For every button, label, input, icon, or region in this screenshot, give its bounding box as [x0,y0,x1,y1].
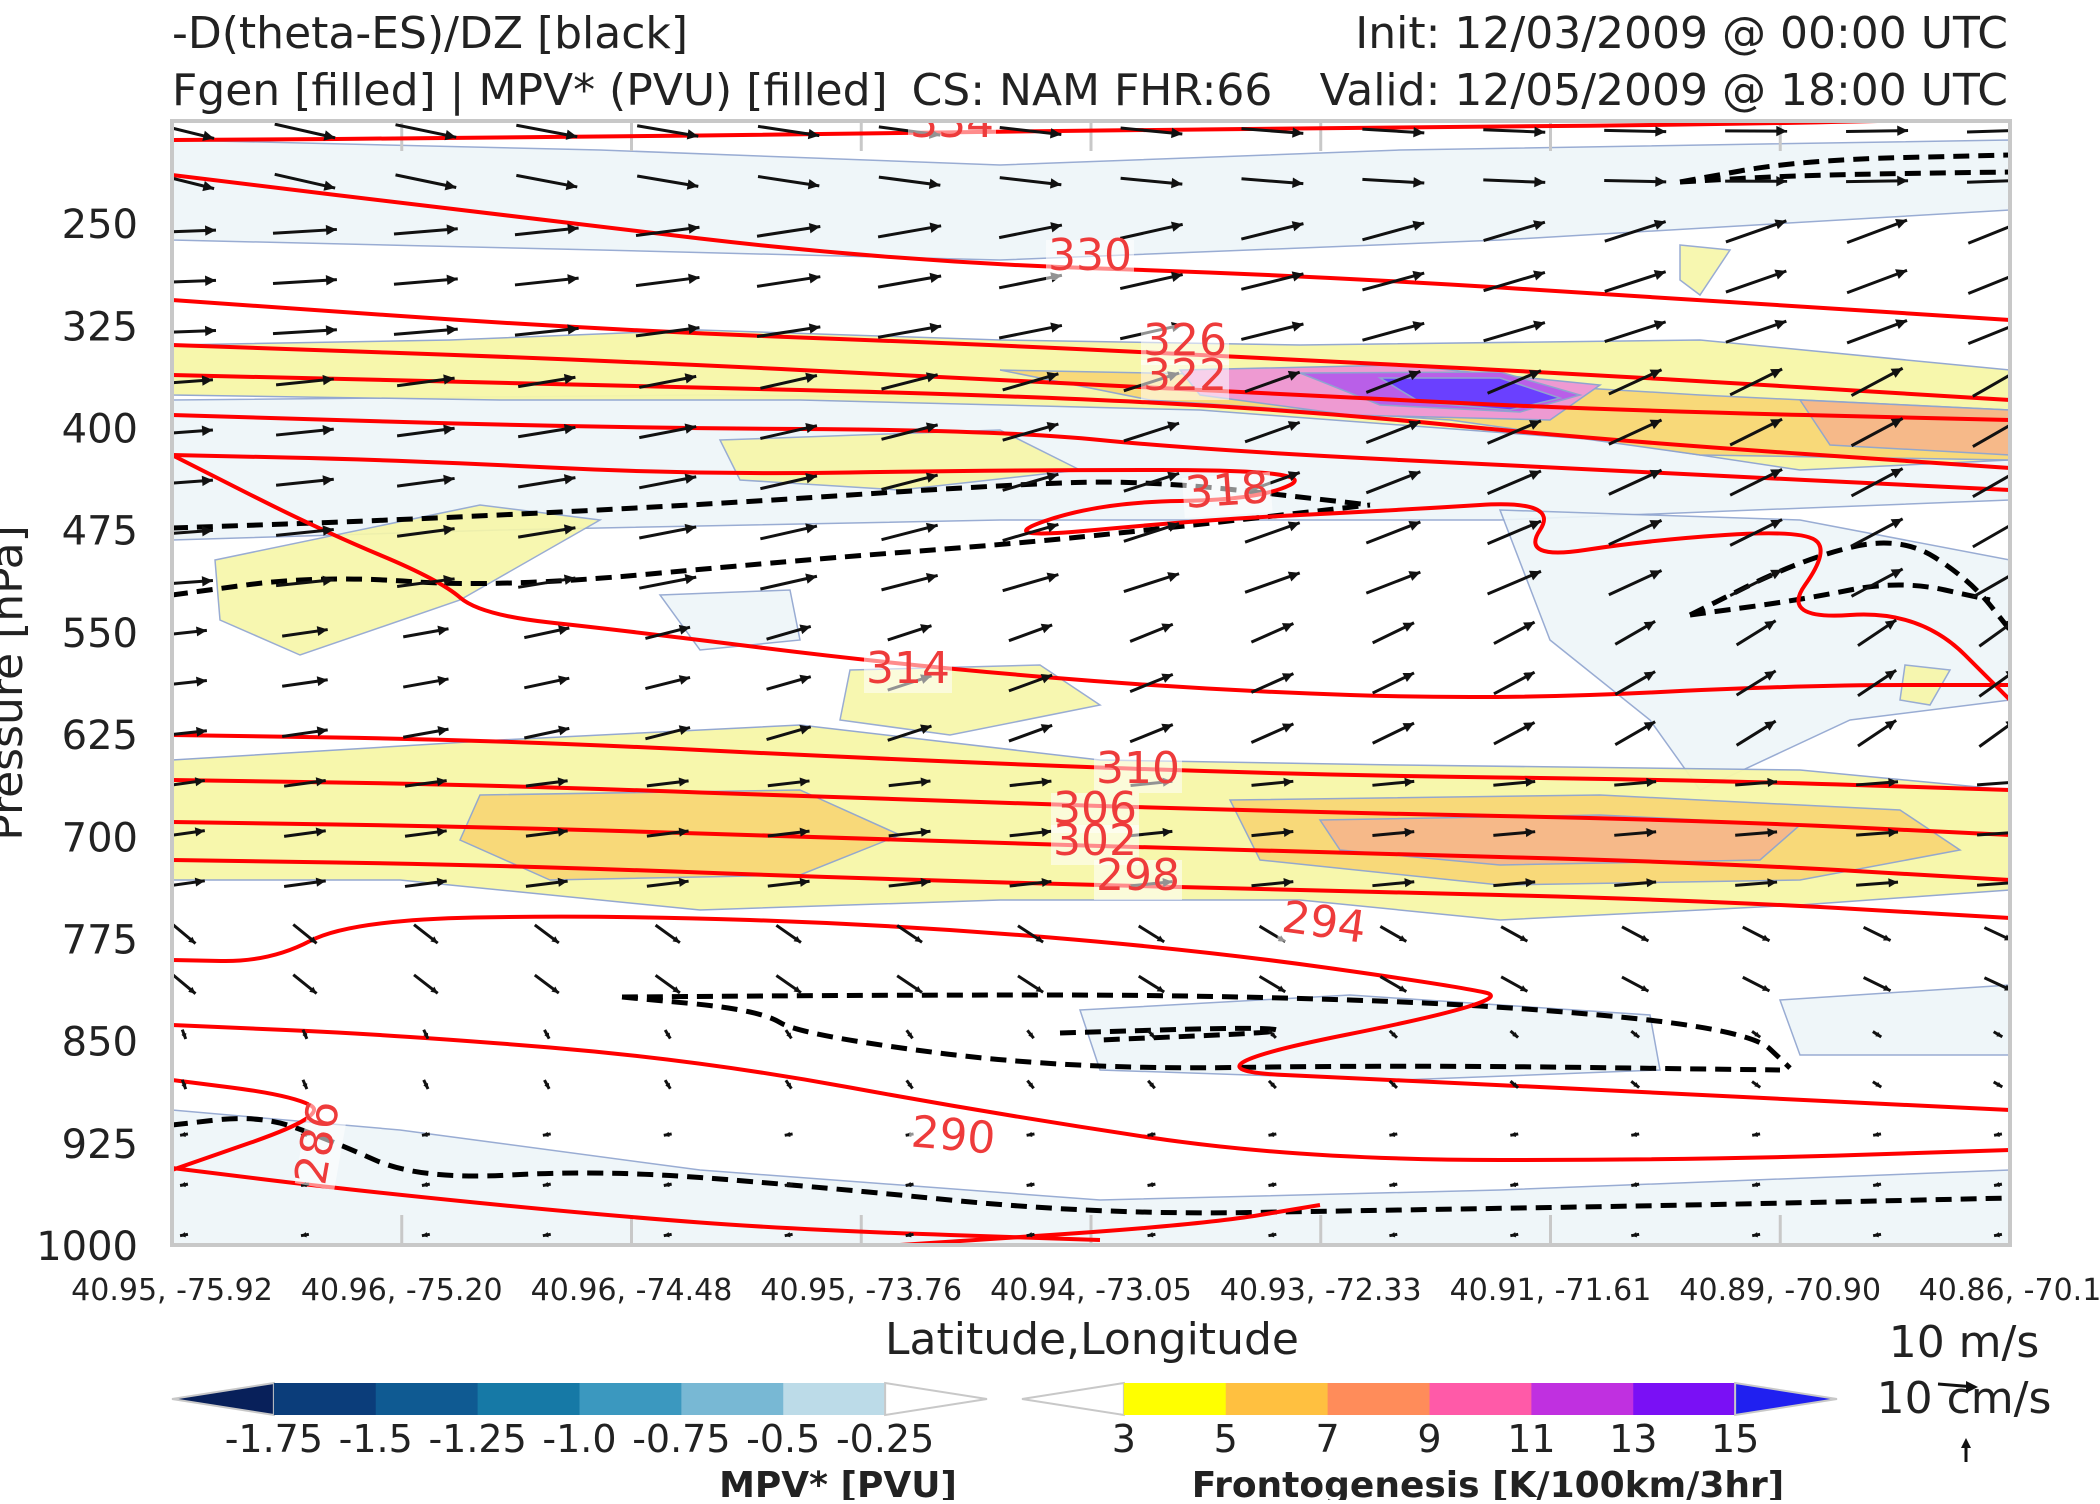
colorbar-tick-label: 5 [1214,1417,1238,1461]
wind-arrow-head [2016,319,2028,329]
fgen-colorbar-label: Frontogenesis [K/100km/3hr] [1192,1465,1784,1500]
colorbar-tick-label: -1.75 [225,1417,323,1461]
x-tick-label: 40.86, -70.1 [1919,1273,2100,1308]
x-tick-label: 40.95, -73.76 [760,1273,962,1308]
y-tick-label: 775 [62,917,138,963]
mpv-colorbar: -1.75 -1.5 -1.25 -1.0 -0.75 -0.5 -0.25 [172,1383,987,1461]
isentrope-label-text: 290 [909,1106,997,1164]
wind-arrow-head [2011,568,2023,578]
x-axis-label: Latitude,Longitude [885,1314,1299,1365]
wind-arrow-head [2018,175,2029,185]
y-tick-label: 325 [62,304,138,350]
header-right-line2: Valid: 12/05/2009 @ 18:00 UTC [1320,65,2008,116]
isentrope-label: 290 [907,1106,999,1164]
x-tick-label: 40.89, -70.90 [1679,1273,1881,1308]
wind-arrow-head [2011,468,2023,478]
isentrope-label-text: 298 [1096,850,1180,901]
y-tick-label: 925 [62,1122,138,1168]
colorbar-tick-label: -0.5 [746,1417,820,1461]
y-tick-label: 700 [62,815,138,861]
colorbar-tick-label: 13 [1609,1417,1657,1461]
isentrope-label-text: 318 [1183,462,1270,519]
fgen-colorbar: 3 5 7 9 11 13 15 [1022,1383,1837,1461]
y-tick-label: 1000 [36,1224,138,1270]
colorbar-cell [1430,1383,1532,1415]
colorbar-cell [376,1383,478,1415]
wind-reference-arrow-head-v [1961,1438,1971,1448]
isentrope-label: 318 [1181,462,1272,519]
wind-reference-line2: 10 cm/s [1877,1373,2052,1424]
wind-arrow-shaft [1967,130,2029,132]
x-axis: 40.95, -75.92 40.96, -75.20 40.96, -74.48 4… [71,1273,2100,1308]
colorbar-cell [1226,1383,1328,1415]
x-tick-label: 40.94, -73.05 [990,1273,1192,1308]
isentrope-label-text: 330 [1048,230,1132,281]
header-left-line1: -D(theta-ES)/DZ [black] [172,8,688,59]
colorbar-tick-label: -0.25 [836,1417,934,1461]
colorbar-tick-label: -1.25 [428,1417,526,1461]
wind-arrow-head [2011,367,2023,377]
wind-reference-line1: 10 m/s [1889,1317,2040,1368]
colorbar-cell [274,1383,376,1415]
wind-arrow-head [2018,125,2029,135]
colorbar-cell [1124,1383,1226,1415]
y-tick-label: 250 [62,202,138,248]
colorbar-tick-label: -1.5 [339,1417,413,1461]
y-tick-label: 550 [62,611,138,657]
wind-arrow-shaft [1967,180,2029,182]
colorbar-cell [1531,1383,1633,1415]
x-tick-label: 40.95, -75.92 [71,1273,273,1308]
isentrope-label-text: 314 [866,643,950,694]
header-center-line2: CS: NAM FHR:66 [912,65,1273,116]
header-right-line1: Init: 12/03/2009 @ 00:00 UTC [1355,8,2008,59]
colorbar-cell [681,1383,783,1415]
x-tick-label: 40.96, -75.20 [301,1273,503,1308]
x-tick-label: 40.93, -72.33 [1220,1273,1422,1308]
y-axis: 250 325 400 475 550 625 700 775 850 925 1000 [36,202,138,1270]
colorbar-cell [783,1383,885,1415]
isentrope-label-text: 322 [1143,350,1227,401]
colorbar-tick-label: 15 [1711,1417,1759,1461]
wind-arrow-head [2016,269,2028,279]
mpv-colorbar-label: MPV* [PVU] [719,1465,957,1500]
colorbar-cell [478,1383,580,1415]
colorbar-cell [1328,1383,1430,1415]
colorbar-cell [1022,1383,1124,1415]
y-tick-label: 400 [62,407,138,453]
colorbar-cell [1735,1383,1837,1415]
header-left-line2: Fgen [filled] | MPV* (PVU) [filled] [172,65,888,116]
x-tick-label: 40.91, -71.61 [1450,1273,1652,1308]
colorbar-cell [172,1383,274,1415]
wind-arrow-head [2011,518,2023,528]
wind-arrow-head [2011,418,2023,428]
colorbar-tick-label: 11 [1507,1417,1555,1461]
colorbar-tick-label: -1.0 [542,1417,616,1461]
y-axis-label: Pressure [hPa] [0,525,33,841]
isentrope-label: 298 [1094,850,1182,901]
isentrope-label: 314 [864,643,952,694]
colorbar-cell [580,1383,682,1415]
y-tick-label: 475 [62,509,138,555]
y-tick-label: 625 [62,713,138,759]
x-tick-label: 40.96, -74.48 [531,1273,733,1308]
colorbar-cell [1633,1383,1735,1415]
colorbar-tick-label: 3 [1112,1417,1136,1461]
wind-arrow-head [2016,219,2028,229]
colorbar-cell [885,1383,987,1415]
y-tick-label: 850 [62,1020,138,1066]
colorbar-tick-label: 9 [1417,1417,1441,1461]
isentrope-label: 330 [1046,230,1134,281]
colorbar-tick-label: -0.75 [632,1417,730,1461]
colorbar-tick-label: 7 [1316,1417,1340,1461]
isentrope-label: 322 [1141,350,1229,401]
